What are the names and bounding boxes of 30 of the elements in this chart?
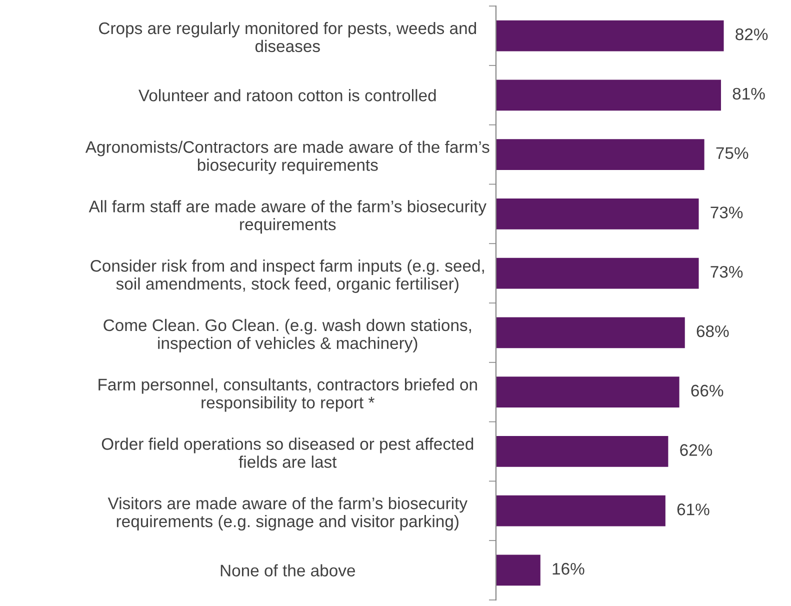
data-label: 82% [736, 28, 768, 40]
bar [496, 495, 666, 526]
data-label: 68% [696, 325, 729, 338]
data-label: 81% [732, 88, 765, 100]
data-label: 73% [710, 266, 743, 278]
y-tick-label: Volunteer and ratoon cotton is controlled [138, 89, 436, 102]
data-label: 61% [677, 504, 710, 516]
data-label: 16% [552, 562, 584, 575]
y-tick-label: Visitors are made aware of the farm’s biosecurity requirements (e.g. signage and visitor parking) [108, 497, 468, 531]
bar [496, 20, 724, 52]
y-tick-label: Agronomists/Contractors are made aware of the farm’s biosecurity requirements [85, 140, 490, 174]
bar [496, 258, 699, 289]
data-label: 62% [680, 444, 712, 456]
bar [496, 376, 680, 408]
y-tick-label: Come Clean. Go Clean. (e.g. wash down stations, inspection of vehicles & machinery) [104, 318, 471, 352]
data-label: 75% [716, 147, 748, 160]
bar [496, 80, 721, 111]
y-tick-label: Crops are regularly monitored for pests, weeds and diseases [99, 22, 476, 52]
y-tick-label: Consider risk from and inspect farm inputs (e.g. seed, soil amendments, stock feed, organic fertiliser) [90, 260, 484, 293]
bar [496, 554, 540, 586]
y-tick-label: Order field operations so diseased or pest affected fields are last [102, 438, 474, 468]
data-label: 73% [710, 206, 743, 218]
bar [496, 139, 704, 170]
y-tick-label: None of the above [220, 564, 355, 576]
y-tick-label: Farm personnel, consultants, contractors briefed on responsibility to report * [98, 378, 477, 412]
bar [496, 198, 699, 230]
y-tick-label: All farm staff are made aware of the farm’s biosecurity requirements [88, 200, 486, 234]
bar [496, 317, 685, 348]
data-label: 66% [691, 384, 724, 397]
bar [496, 436, 668, 467]
